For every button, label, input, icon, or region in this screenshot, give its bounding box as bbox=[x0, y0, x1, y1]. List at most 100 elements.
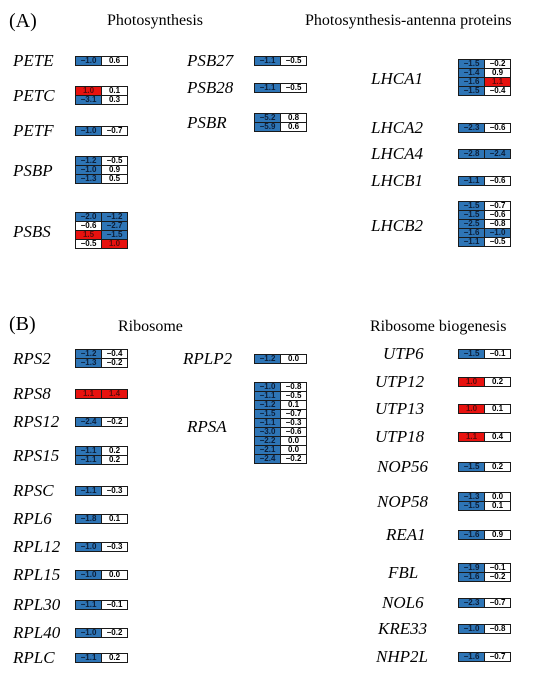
cell-nop56-r1-c2: 0.2 bbox=[484, 462, 511, 472]
cell-rplc-r1-c2: 0.2 bbox=[101, 653, 128, 663]
cell-petc-r2-c1: −3.1 bbox=[75, 95, 102, 105]
cell-rps12-r1-c1: −2.4 bbox=[75, 417, 102, 427]
cell-nol6-r1-c2: −0.7 bbox=[484, 598, 511, 608]
cell-rps8-r1-c2: 1.4 bbox=[101, 389, 128, 399]
gene-label-rpl12: RPL12 bbox=[13, 537, 61, 556]
cell-kre33-r1-c1: −1.0 bbox=[458, 624, 485, 634]
cell-lhcb1-r1-c2: −0.6 bbox=[484, 176, 511, 186]
cell-lhca1-r4-c1: −1.5 bbox=[458, 86, 485, 96]
gene-label-psbs: PSBS bbox=[13, 222, 51, 241]
cell-psb28-r1-c2: −0.5 bbox=[280, 83, 307, 93]
cell-utp12-r1-c2: 0.2 bbox=[484, 377, 511, 387]
cell-nhp2l-r1-c1: −1.6 bbox=[458, 652, 485, 662]
cell-psb27-r1-c1: −1.1 bbox=[254, 56, 281, 66]
gene-label-rea1: REA1 bbox=[386, 525, 426, 544]
cell-rpl15-r1-c2: 0.0 bbox=[101, 570, 128, 580]
cell-pete-r1-c2: 0.6 bbox=[101, 56, 128, 66]
gene-label-psb27: PSB27 bbox=[187, 51, 234, 70]
gene-label-utp12: UTP12 bbox=[375, 372, 425, 391]
cell-nhp2l-r1-c2: −0.7 bbox=[484, 652, 511, 662]
cell-psbs-r4-c1: −0.5 bbox=[75, 239, 102, 249]
cell-utp12-r1-c1: 1.0 bbox=[458, 377, 485, 387]
cell-utp18-r1-c2: 0.4 bbox=[484, 432, 511, 442]
gene-label-rplp2: RPLP2 bbox=[183, 349, 233, 368]
cell-utp6-r1-c1: −1.5 bbox=[458, 349, 485, 359]
panel-label-b: (B) bbox=[9, 313, 36, 335]
cell-rpl40-r1-c1: −1.0 bbox=[75, 628, 102, 638]
gene-label-rpl30: RPL30 bbox=[13, 595, 61, 614]
gene-label-fbl: FBL bbox=[388, 563, 419, 582]
cell-psb27-r1-c2: −0.5 bbox=[280, 56, 307, 66]
panel-label-a: (A) bbox=[9, 10, 37, 32]
gene-label-nop56: NOP56 bbox=[377, 457, 428, 476]
gene-label-rps8: RPS8 bbox=[13, 384, 51, 403]
gene-label-rplc: RPLC bbox=[13, 648, 55, 667]
cell-psbs-r4-c2: 1.0 bbox=[101, 239, 128, 249]
cell-rplp2-r1-c1: −1.2 bbox=[254, 354, 281, 364]
cell-rps8-r1-c1: 1.1 bbox=[75, 389, 102, 399]
gene-label-psbp: PSBP bbox=[13, 161, 53, 180]
cell-rpl12-r1-c1: −1.0 bbox=[75, 542, 102, 552]
cell-lhcb2-r5-c1: −1.1 bbox=[458, 237, 485, 247]
cell-rpl6-r1-c1: −1.8 bbox=[75, 514, 102, 524]
section-title-ribosome-biogenesis: Ribosome biogenesis bbox=[370, 318, 507, 335]
cell-pete-r1-c1: −1.0 bbox=[75, 56, 102, 66]
cell-rpsa-r9-c1: −2.4 bbox=[254, 454, 281, 464]
cell-rpsc-r1-c2: −0.3 bbox=[101, 486, 128, 496]
cell-lhca4-r1-c1: −2.8 bbox=[458, 149, 485, 159]
cell-rea1-r1-c1: −1.6 bbox=[458, 530, 485, 540]
gene-label-pete: PETE bbox=[13, 51, 54, 70]
cell-rpl30-r1-c1: −1.1 bbox=[75, 600, 102, 610]
cell-rps2-r2-c2: −0.2 bbox=[101, 358, 128, 368]
gene-label-nol6: NOL6 bbox=[382, 593, 424, 612]
gene-label-nhp2l: NHP2L bbox=[376, 647, 428, 666]
cell-fbl-r2-c2: −0.2 bbox=[484, 572, 511, 582]
cell-utp13-r1-c1: 1.0 bbox=[458, 404, 485, 414]
gene-label-lhca1: LHCA1 bbox=[371, 69, 423, 88]
cell-lhcb2-r5-c2: −0.5 bbox=[484, 237, 511, 247]
cell-nop58-r2-c1: −1.5 bbox=[458, 501, 485, 511]
cell-nol6-r1-c1: −2.3 bbox=[458, 598, 485, 608]
gene-label-rpsa: RPSA bbox=[187, 417, 227, 436]
gene-label-rps2: RPS2 bbox=[13, 349, 51, 368]
section-title-ribosome: Ribosome bbox=[118, 318, 183, 335]
gene-label-rps12: RPS12 bbox=[13, 412, 60, 431]
cell-fbl-r2-c1: −1.6 bbox=[458, 572, 485, 582]
cell-psbr-r2-c2: 0.6 bbox=[280, 122, 307, 132]
gene-label-rpl15: RPL15 bbox=[13, 565, 61, 584]
cell-rpsc-r1-c1: −1.1 bbox=[75, 486, 102, 496]
cell-psb28-r1-c1: −1.1 bbox=[254, 83, 281, 93]
gene-label-lhcb2: LHCB2 bbox=[371, 216, 423, 235]
cell-petf-r1-c2: −0.7 bbox=[101, 126, 128, 136]
cell-lhca1-r4-c2: −0.4 bbox=[484, 86, 511, 96]
gene-label-nop58: NOP58 bbox=[377, 492, 428, 511]
cell-utp18-r1-c1: 1.1 bbox=[458, 432, 485, 442]
cell-rea1-r1-c2: 0.9 bbox=[484, 530, 511, 540]
gene-label-psb28: PSB28 bbox=[187, 78, 234, 97]
cell-petc-r2-c2: 0.3 bbox=[101, 95, 128, 105]
gene-label-kre33: KRE33 bbox=[378, 619, 428, 638]
section-title-photosynthesis: Photosynthesis bbox=[107, 12, 204, 29]
cell-petf-r1-c1: −1.0 bbox=[75, 126, 102, 136]
cell-rps2-r2-c1: −1.3 bbox=[75, 358, 102, 368]
cell-kre33-r1-c2: −0.8 bbox=[484, 624, 511, 634]
gene-label-rpl40: RPL40 bbox=[13, 623, 61, 642]
cell-rpsa-r9-c2: −0.2 bbox=[280, 454, 307, 464]
cell-rps15-r2-c1: −1.1 bbox=[75, 455, 102, 465]
cell-psbp-r3-c2: 0.5 bbox=[101, 174, 128, 184]
gene-label-rpl6: RPL6 bbox=[13, 509, 52, 528]
cell-rpl40-r1-c2: −0.2 bbox=[101, 628, 128, 638]
cell-lhca2-r1-c1: −2.3 bbox=[458, 123, 485, 133]
gene-label-rpsc: RPSC bbox=[13, 481, 54, 500]
cell-rpl12-r1-c2: −0.3 bbox=[101, 542, 128, 552]
cell-rplc-r1-c1: −1.1 bbox=[75, 653, 102, 663]
cell-rpl6-r1-c2: 0.1 bbox=[101, 514, 128, 524]
gene-label-lhca4: LHCA4 bbox=[371, 144, 423, 163]
cell-lhcb1-r1-c1: −1.1 bbox=[458, 176, 485, 186]
gene-label-lhcb1: LHCB1 bbox=[371, 171, 423, 190]
cell-rplp2-r1-c2: 0.0 bbox=[280, 354, 307, 364]
cell-nop58-r2-c2: 0.1 bbox=[484, 501, 511, 511]
cell-utp6-r1-c2: −0.1 bbox=[484, 349, 511, 359]
gene-label-petf: PETF bbox=[13, 121, 54, 140]
